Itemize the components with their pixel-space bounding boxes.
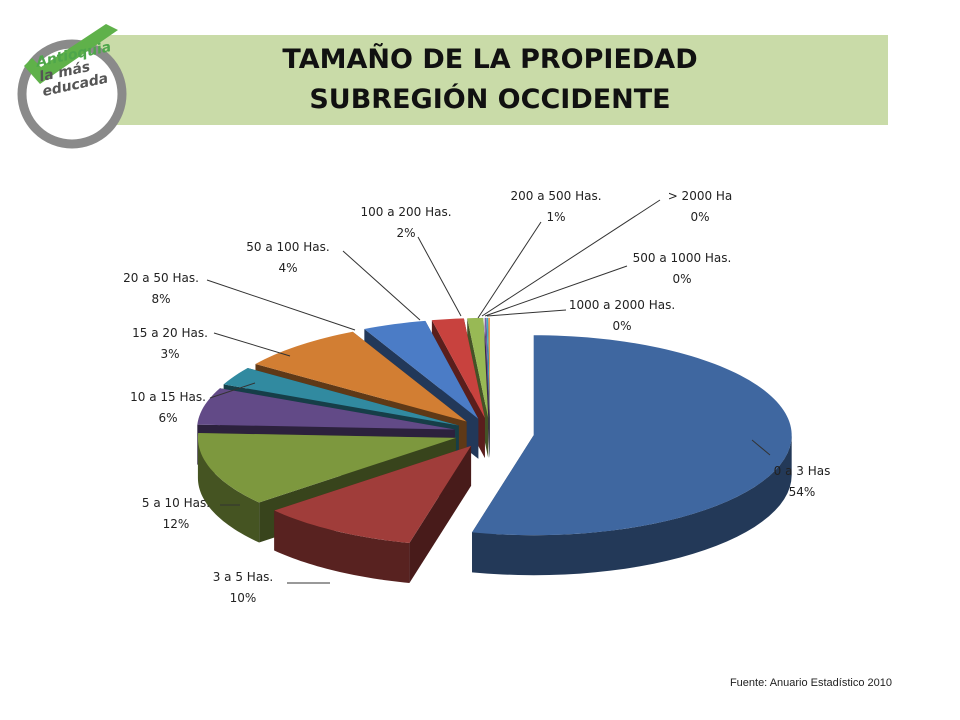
pie-slice-9: [484, 317, 490, 458]
slice-label: > 2000 Ha: [668, 189, 733, 203]
title-line-2: SUBREGIÓN OCCIDENTE: [309, 84, 671, 115]
slice-percent: 4%: [278, 261, 297, 275]
slice-percent: 3%: [160, 347, 179, 361]
slice-percent: 0%: [672, 272, 691, 286]
leader-line: [481, 199, 661, 317]
slice-percent: 1%: [546, 210, 565, 224]
source-note: Fuente: Anuario Estadístico 2010: [729, 677, 892, 689]
slice-percent: 12%: [163, 517, 190, 531]
slice-percent: 0%: [690, 210, 709, 224]
leader-line: [477, 221, 542, 319]
slice-percent: 10%: [230, 591, 257, 605]
slice-percent: 2%: [396, 226, 415, 240]
slice-label: 200 a 500 Has.: [510, 189, 601, 203]
slice-percent: 6%: [158, 411, 177, 425]
slice-label: 100 a 200 Has.: [360, 205, 451, 219]
slice-percent: 54%: [789, 485, 816, 499]
title-band: [92, 35, 888, 125]
pie-slice-1: [274, 445, 472, 583]
leader-line: [417, 236, 462, 317]
leader-line: [486, 309, 567, 317]
leader-line: [209, 382, 256, 399]
leader-line: [342, 250, 421, 321]
slice-label: 1000 a 2000 Has.: [569, 298, 675, 312]
slice-label: 3 a 5 Has.: [213, 570, 274, 584]
page-title: TAMAÑO DE LA PROPIEDAD SUBREGIÓN OCCIDEN…: [92, 40, 888, 120]
slice-label: 15 a 20 Has.: [132, 326, 208, 340]
slice-label: 0 a 3 Has: [774, 464, 831, 478]
slice-label: 500 a 1000 Has.: [633, 251, 732, 265]
pie-slice-0: [472, 335, 792, 576]
slice-label: 50 a 100 Has.: [246, 240, 329, 254]
slice-percent: 8%: [151, 292, 170, 306]
leader-line: [206, 279, 356, 331]
slice-label: 5 a 10 Has.: [142, 496, 210, 510]
leader-line: [213, 332, 291, 357]
checkmark-logo-icon: [17, 24, 127, 149]
pie-slices: [197, 317, 792, 583]
leader-line: [484, 265, 628, 317]
slice-label: 20 a 50 Has.: [123, 271, 199, 285]
slice-percent: 0%: [612, 319, 631, 333]
title-line-1: TAMAÑO DE LA PROPIEDAD: [282, 44, 698, 75]
leader-line: [751, 439, 771, 456]
slice-label: 10 a 15 Has.: [130, 390, 206, 404]
pie-labels: 0 a 3 Has 54% 3 a 5 Has. 10% 5 a 10 Has. 12% 1…: [123, 189, 830, 605]
